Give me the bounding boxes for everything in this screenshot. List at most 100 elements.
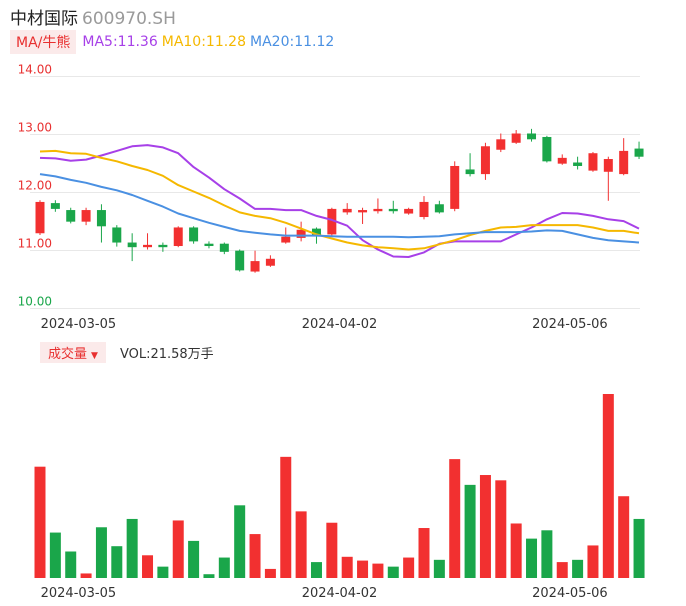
candle-up bbox=[603, 156, 613, 201]
candle-body bbox=[173, 227, 183, 247]
candle-down bbox=[158, 242, 168, 252]
y-tick-label: 14.00 bbox=[18, 63, 52, 77]
candle-down bbox=[50, 200, 60, 212]
volume-bar bbox=[479, 475, 491, 578]
candle-body bbox=[327, 208, 337, 235]
volume-bar bbox=[172, 520, 184, 578]
candle-body bbox=[204, 243, 214, 247]
candle-body bbox=[527, 133, 537, 140]
candle-down bbox=[527, 128, 537, 142]
volume-bar bbox=[234, 505, 246, 578]
candle-up bbox=[143, 233, 153, 250]
volume-bar bbox=[218, 557, 230, 578]
volume-bar bbox=[403, 557, 415, 578]
candle-down bbox=[434, 200, 444, 214]
volume-bar bbox=[387, 566, 399, 578]
candle-body bbox=[419, 201, 429, 218]
candle-down bbox=[112, 225, 122, 247]
candle-down bbox=[204, 241, 214, 249]
candle-body bbox=[66, 210, 76, 222]
candle-body bbox=[35, 201, 45, 234]
candle-body bbox=[511, 133, 521, 143]
candle-down bbox=[235, 249, 245, 272]
volume-bar bbox=[126, 518, 138, 578]
volume-bar bbox=[188, 540, 200, 578]
volume-bar bbox=[157, 566, 169, 578]
volume-bar bbox=[372, 563, 384, 578]
volume-bar bbox=[111, 546, 123, 578]
candle-body bbox=[127, 242, 137, 248]
candle-body bbox=[296, 229, 306, 238]
candle-up bbox=[81, 207, 91, 226]
volume-bar bbox=[433, 559, 445, 578]
candle-body bbox=[265, 258, 275, 266]
stock-name: 中材国际 bbox=[10, 9, 78, 29]
volume-bar bbox=[203, 574, 215, 578]
candle-body bbox=[281, 236, 291, 243]
volume-bar bbox=[556, 562, 568, 578]
volume-bar bbox=[495, 480, 507, 578]
candle-down bbox=[388, 200, 398, 214]
volume-bar bbox=[34, 466, 46, 578]
volume-bar bbox=[587, 545, 599, 578]
candle-body bbox=[542, 136, 552, 162]
candle-body bbox=[573, 162, 583, 166]
candle-down bbox=[542, 135, 552, 163]
candle-body bbox=[143, 244, 153, 248]
ma-legend: MA/牛熊 MA5:11.36 MA10:11.28 MA20:11.12 bbox=[10, 30, 338, 54]
candle-body bbox=[465, 169, 475, 175]
volume-bar bbox=[341, 556, 353, 578]
candle-up bbox=[619, 138, 629, 176]
candle-body bbox=[219, 243, 229, 252]
candle-body bbox=[404, 208, 414, 214]
candle-body bbox=[189, 227, 199, 242]
candle-down bbox=[96, 204, 106, 243]
volume-legend: 成交量 ▼ VOL:21.58万手 bbox=[40, 341, 214, 363]
candle-down bbox=[66, 207, 76, 224]
candle-body bbox=[619, 150, 629, 175]
volume-bar bbox=[418, 528, 430, 578]
ma-toggle-button[interactable]: MA/牛熊 bbox=[10, 30, 77, 54]
x-tick-label: 2024-03-05 bbox=[41, 586, 117, 601]
candle-up bbox=[557, 154, 567, 165]
candle-body bbox=[96, 210, 106, 227]
candle-up bbox=[173, 226, 183, 248]
candle-up bbox=[450, 161, 460, 212]
volume-toggle-label: 成交量 bbox=[48, 346, 88, 362]
volume-bar bbox=[602, 394, 614, 578]
candle-body bbox=[158, 244, 168, 248]
volume-bar bbox=[572, 559, 584, 578]
candle-up bbox=[342, 203, 352, 215]
candle-down bbox=[189, 226, 199, 244]
volume-bar bbox=[49, 532, 61, 578]
candle-body bbox=[358, 210, 368, 213]
volume-toggle-button[interactable]: 成交量 ▼ bbox=[40, 341, 106, 363]
volume-bar bbox=[633, 518, 645, 578]
candle-up bbox=[373, 198, 383, 214]
candle-down bbox=[573, 156, 583, 170]
y-tick-label: 11.00 bbox=[18, 237, 52, 251]
candle-down bbox=[219, 242, 229, 255]
volume-bar bbox=[80, 573, 92, 578]
candle-body bbox=[250, 261, 260, 272]
candle-up bbox=[35, 200, 45, 235]
volume-bar bbox=[326, 522, 338, 578]
volume-bar bbox=[526, 538, 538, 578]
candle-body bbox=[603, 159, 613, 172]
caret-down-icon: ▼ bbox=[91, 350, 98, 361]
stock-title: 中材国际 600970.SH bbox=[10, 4, 176, 29]
candle-body bbox=[50, 203, 60, 209]
candle-up bbox=[404, 207, 414, 215]
ma5-label: MA5:11.36 bbox=[82, 34, 158, 50]
candle-up bbox=[265, 255, 275, 267]
volume-bar bbox=[357, 560, 369, 578]
x-tick-label: 2024-05-06 bbox=[532, 317, 608, 332]
candle-up bbox=[358, 207, 368, 224]
candle-body bbox=[588, 153, 598, 171]
volume-bar bbox=[541, 530, 553, 578]
volume-bar bbox=[618, 496, 630, 578]
candle-up bbox=[327, 207, 337, 236]
candle-body bbox=[496, 139, 506, 150]
volume-bar bbox=[510, 523, 522, 578]
